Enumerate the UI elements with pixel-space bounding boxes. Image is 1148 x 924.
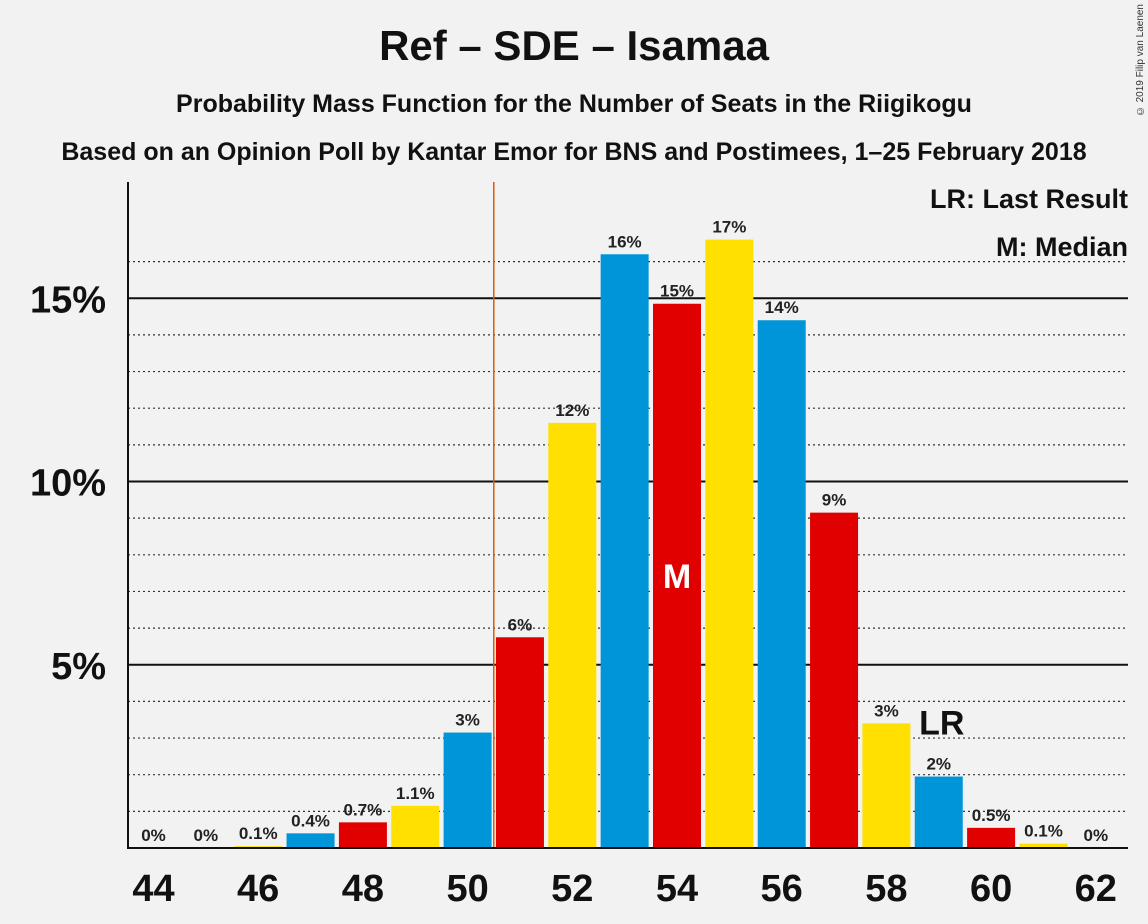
bar-value-label: 3% [874, 701, 899, 720]
bar-value-label: 16% [608, 232, 642, 251]
bar-value-label: 0.5% [972, 806, 1011, 825]
y-tick-label: 10% [30, 463, 106, 505]
bar-value-label: 12% [555, 401, 589, 420]
legend-median: M: Median [996, 232, 1128, 262]
x-tick-label: 44 [132, 868, 174, 910]
bar-seat-50 [443, 732, 492, 848]
bar-value-label: 0.1% [1024, 822, 1063, 841]
y-tick-label: 15% [30, 279, 106, 321]
bar-seat-48 [338, 822, 387, 848]
bar-seat-49 [391, 805, 440, 848]
x-tick-label: 48 [342, 868, 384, 910]
bar-value-label: 6% [508, 615, 533, 634]
bar-seat-59 [914, 776, 963, 848]
bar-seat-58 [862, 723, 911, 848]
bar-seat-61 [1019, 843, 1068, 848]
chart-subtitle-poll: Based on an Opinion Poll by Kantar Emor … [61, 138, 1087, 166]
x-tick-label: 62 [1075, 868, 1117, 910]
legend-last-result: LR: Last Result [929, 184, 1128, 214]
x-tick-label: 58 [865, 868, 907, 910]
bar-value-label: 2% [926, 755, 951, 774]
bar-value-label: 3% [455, 711, 480, 730]
bar-value-label: 15% [660, 282, 694, 301]
chart-subtitle: Probability Mass Function for the Number… [176, 90, 972, 118]
x-tick-label: 52 [551, 868, 593, 910]
y-tick-label: 5% [51, 646, 106, 688]
x-tick-label: 60 [970, 868, 1012, 910]
x-tick-label: 46 [237, 868, 279, 910]
bar-seat-55 [705, 239, 754, 849]
bar-value-label: 1.1% [396, 784, 435, 803]
bar-seat-60 [967, 827, 1016, 848]
x-tick-label: 56 [761, 868, 803, 910]
bar-seat-57 [810, 512, 859, 848]
bar-seat-52 [548, 422, 597, 848]
median-marker: M [663, 558, 691, 596]
last-result-marker: LR [919, 705, 964, 743]
bar-value-label: 9% [822, 491, 847, 510]
bar-seat-47 [286, 833, 335, 848]
bar-value-label: 0.1% [239, 824, 278, 843]
bar-seat-54 [653, 303, 701, 848]
chart-title: Ref – SDE – Isamaa [379, 22, 769, 69]
bar-value-label: 0.4% [291, 811, 330, 830]
bar-value-label: 17% [712, 218, 746, 237]
x-tick-label: 50 [446, 868, 488, 910]
bar-value-label: 0% [194, 826, 219, 845]
x-tick-label: 54 [656, 868, 698, 910]
bar-seat-51 [495, 637, 544, 848]
bar-value-label: 0% [141, 826, 166, 845]
bar-seat-53 [600, 254, 649, 848]
bar-value-label: 14% [765, 298, 799, 317]
bar-seat-56 [757, 320, 806, 848]
bar-value-label: 0% [1084, 826, 1109, 845]
bar-value-label: 0.7% [344, 800, 383, 819]
